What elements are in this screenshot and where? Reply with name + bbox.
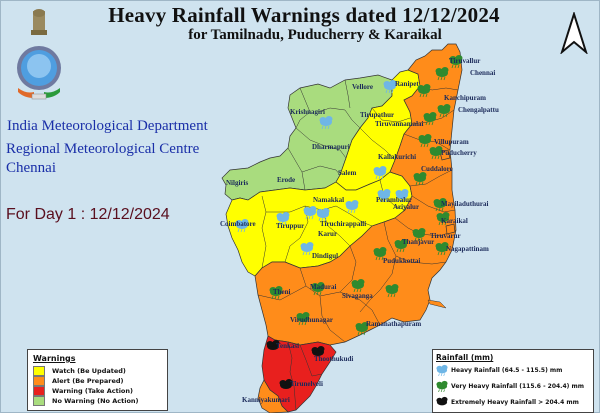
label-sivaganga: Sivaganga <box>342 292 373 300</box>
page-title: Heavy Rainfall Warnings dated 12/12/2024 <box>108 3 500 27</box>
green-cloud-icon <box>436 380 448 392</box>
label-madurai: Madurai <box>310 283 337 291</box>
watch-swatch <box>33 365 45 376</box>
label-nagapattinam: Nagapattinam <box>446 245 489 253</box>
label-tiruvarur: Tiruvarur <box>430 232 461 240</box>
black-cloud-icon <box>436 396 448 406</box>
label-thanjavur: Thanjavur <box>402 238 435 246</box>
label-erode: Erode <box>277 176 296 184</box>
label-tenkasi: Tenkasi <box>276 342 300 350</box>
warnings-legend: Warnings Watch (Be Updated) Alert (Be Pr… <box>27 349 168 411</box>
no-warning-swatch <box>33 395 45 406</box>
label-villupuram: Villupuram <box>434 138 469 146</box>
label-nilgiris: Nilgiris <box>226 179 249 187</box>
warning-swatch <box>33 385 45 396</box>
org-centre-line: Regional Meteorological Centre <box>6 141 200 157</box>
rainfall-legend-title: Rainfall (mm) <box>436 353 494 362</box>
label-namakkal: Namakkal <box>313 196 345 204</box>
label-tiruchirappalli: Tiruchirappalli <box>320 220 367 228</box>
label-kanchipuram: Kanchipuram <box>444 94 487 102</box>
label-ranipet: Ranipet <box>395 80 419 88</box>
label-dharmapuri: Dharmapuri <box>312 143 350 151</box>
legend-item-warning: Warning (Take Action) <box>33 385 133 396</box>
imd-emblem-logo <box>17 9 61 100</box>
rainfall-legend: Rainfall (mm) Heavy Rainfall (64.5 - 115… <box>432 349 594 413</box>
light-blue-cloud-icon <box>436 364 448 376</box>
label-tirunelveli: Tirunelveli <box>290 380 323 388</box>
org-name: India Meteorological Department <box>7 118 208 134</box>
legend-item-no-warning: No Warning (No Action) <box>33 395 139 406</box>
label-tirupathur: Tirupathur <box>360 111 395 119</box>
legend-label: Watch (Be Updated) <box>52 366 126 375</box>
label-chengalpattu: Chengalpattu <box>458 106 499 114</box>
forecast-day-label: For Day 1 : 12/12/2024 <box>6 206 170 223</box>
label-mayiladuthurai: Mayiladuthurai <box>441 200 489 208</box>
label-virudhunagar: Virudhunagar <box>290 316 333 324</box>
label-theni: Theni <box>273 288 291 296</box>
label-chennai: Chennai <box>470 69 496 77</box>
label-karaikal: Karaikal <box>441 217 468 225</box>
label-salem: Salem <box>338 169 357 177</box>
legend-item-watch: Watch (Be Updated) <box>33 365 126 376</box>
label-thoothukudi: Thoothukudi <box>314 355 354 363</box>
label-coimbatore: Coimbatore <box>220 220 256 228</box>
legend-label: Very Heavy Rainfall (115.6 - 204.4) mm <box>451 382 584 390</box>
warnings-legend-title: Warnings <box>33 354 76 363</box>
page-subtitle: for Tamilnadu, Puducherry & Karaikal <box>188 27 442 43</box>
org-city-line: Chennai <box>6 160 56 176</box>
label-tiruppur: Tiruppur <box>276 222 305 230</box>
label-krishnagiri: Krishnagiri <box>290 108 326 116</box>
label-pudukkottai: Pudukkottai <box>383 257 421 265</box>
label-tiruvallur: Tiruvallur <box>449 57 481 65</box>
region-puducherry <box>439 149 451 161</box>
org-centre: Regional Meteorological Centre Chennai <box>6 140 199 178</box>
label-ramanathapuram: Ramanathapuram <box>366 320 422 328</box>
legend-label: Heavy Rainfall (64.5 - 115.5) mm <box>451 366 563 374</box>
label-vellore: Vellore <box>352 83 373 91</box>
label-karur: Karur <box>318 230 338 238</box>
label-tiruvannamalai: Tiruvannamalai <box>375 120 424 128</box>
label-cuddalore: Cuddalore <box>421 165 453 173</box>
legend-item-alert: Alert (Be Prepared) <box>33 375 124 386</box>
legend-item-heavy: Heavy Rainfall (64.5 - 115.5) mm <box>436 364 562 376</box>
label-perambalur: Perambalur <box>376 196 413 204</box>
alert-swatch <box>33 375 45 386</box>
legend-label: Warning (Take Action) <box>52 386 133 395</box>
legend-label: Extremely Heavy Rainfall > 204.4 mm <box>451 398 579 406</box>
north-arrow-icon <box>560 12 588 54</box>
legend-item-extremely-heavy: Extremely Heavy Rainfall > 204.4 mm <box>436 396 579 408</box>
legend-item-very-heavy: Very Heavy Rainfall (115.6 - 204.4) mm <box>436 380 584 392</box>
label-puducherry: Puducherry <box>441 149 477 157</box>
legend-label: Alert (Be Prepared) <box>52 376 124 385</box>
label-kallakurichi: Kallakurichi <box>378 153 417 161</box>
legend-label: No Warning (No Action) <box>52 396 139 405</box>
label-ariyalur: Ariyalur <box>393 203 420 211</box>
label-dindigul: Dindigul <box>312 252 339 260</box>
region-karaikal <box>445 223 456 235</box>
label-kanniyakumari: Kanniyakumari <box>242 396 290 404</box>
